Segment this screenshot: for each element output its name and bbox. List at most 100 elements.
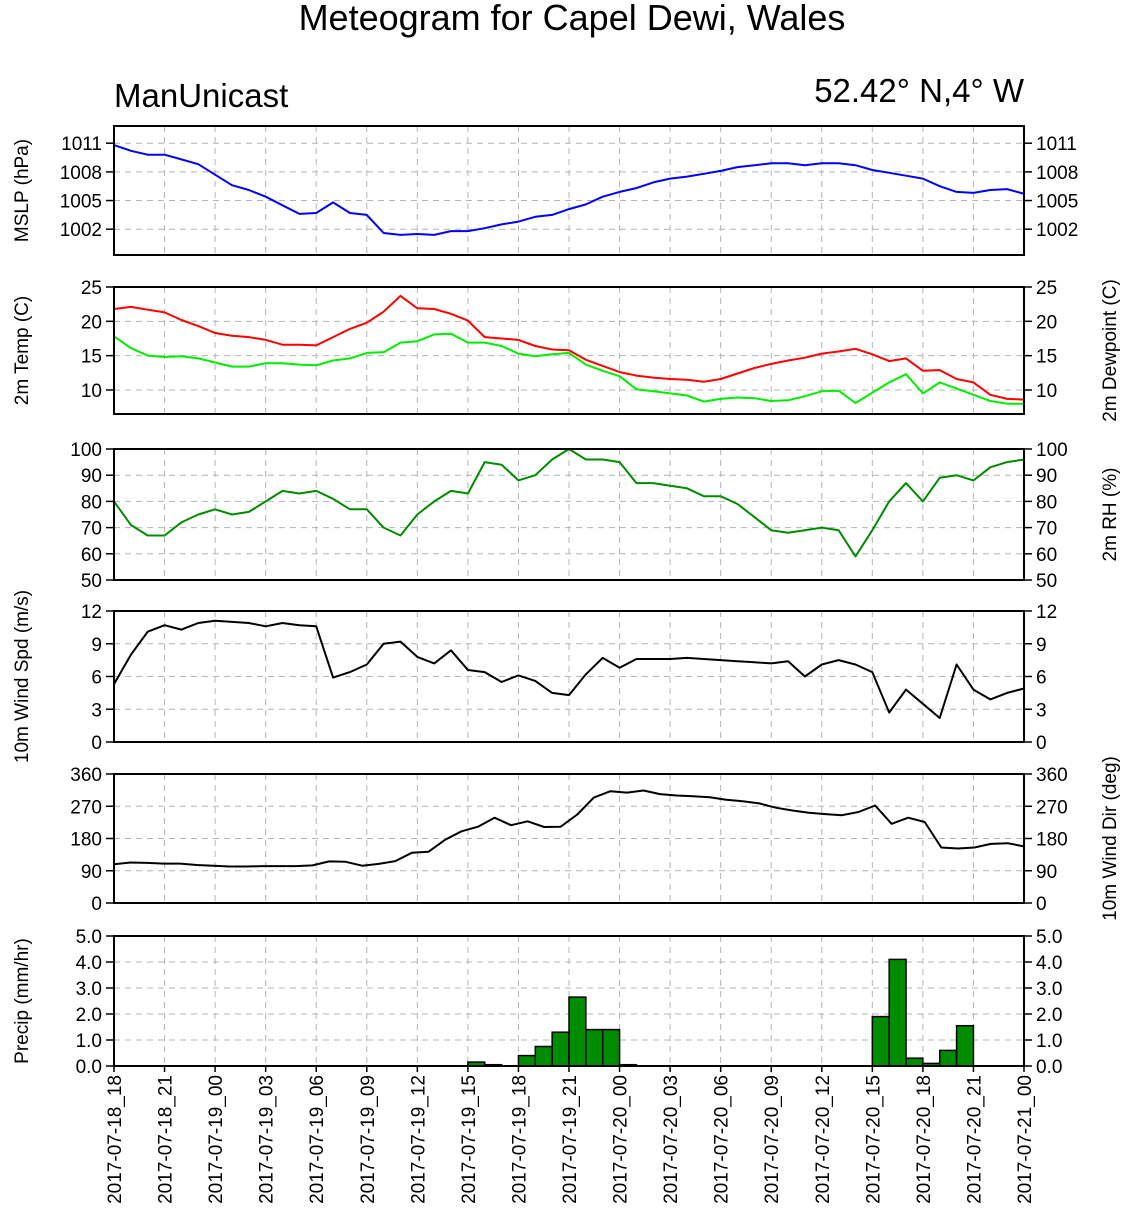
y-axis-title-left: MSLP (hPa) bbox=[12, 139, 33, 242]
precip-bar bbox=[905, 1057, 924, 1067]
y-tick-label: 1008 bbox=[1036, 163, 1078, 184]
panel-mslp: 1002 1002 1005 1005 1008 1008 1011 1011 MSLP (hP… bbox=[12, 125, 1078, 256]
y-tick-label: 3 bbox=[1036, 700, 1047, 721]
precip-bar bbox=[585, 1028, 604, 1067]
y-tick-label: 1005 bbox=[1036, 192, 1078, 213]
location-label: 52.42° N,4° W bbox=[814, 72, 1025, 109]
y-tick-label: 180 bbox=[70, 830, 102, 851]
y-tick-label: 5.0 bbox=[1036, 927, 1062, 948]
y-tick-label: 4.0 bbox=[76, 953, 102, 974]
y-tick-label: 70 bbox=[1036, 519, 1057, 540]
x-tick-label: 2017-07-19_21 bbox=[560, 1075, 581, 1204]
y-tick-label: 15 bbox=[1036, 347, 1057, 368]
panel-rh: 50 50 60 60 70 70 80 80 90 90 100 100 2m RH (%) bbox=[70, 440, 1121, 592]
x-tick-label: 2017-07-20_00 bbox=[611, 1075, 632, 1204]
y-axis-title-left: 10m Wind Spd (m/s) bbox=[12, 590, 33, 763]
y-tick-label: 9 bbox=[91, 635, 102, 656]
wspd-series-0-line bbox=[113, 619, 1025, 719]
x-tick-label: 2017-07-20_03 bbox=[661, 1075, 682, 1204]
precip-bar bbox=[871, 1015, 890, 1067]
y-tick-label: 180 bbox=[1036, 830, 1068, 851]
y-tick-label: 1008 bbox=[60, 163, 102, 184]
y-tick-label: 1011 bbox=[61, 134, 102, 155]
x-tick-label: 2017-07-19_00 bbox=[206, 1075, 227, 1204]
y-tick-label: 1011 bbox=[1036, 134, 1077, 155]
y-axis-title-right: 10m Wind Dir (deg) bbox=[1100, 756, 1121, 921]
y-tick-label: 10 bbox=[81, 381, 102, 402]
y-tick-label: 5.0 bbox=[76, 927, 102, 948]
precip-bar bbox=[888, 958, 907, 1067]
y-tick-label: 1.0 bbox=[76, 1031, 102, 1052]
panel-frame bbox=[113, 448, 1025, 581]
x-tick-label: 2017-07-20_15 bbox=[863, 1075, 884, 1204]
precip-bar bbox=[517, 1054, 537, 1067]
y-tick-label: 1005 bbox=[60, 192, 102, 213]
y-tick-label: 20 bbox=[1036, 312, 1057, 333]
panel-frame bbox=[113, 286, 1025, 415]
y-tick-label: 25 bbox=[81, 278, 102, 299]
y-tick-label: 70 bbox=[81, 519, 102, 540]
y-tick-label: 0 bbox=[91, 894, 102, 915]
y-tick-label: 9 bbox=[1036, 635, 1047, 656]
temp-series-0-line bbox=[113, 294, 1025, 401]
precip-bar bbox=[568, 996, 587, 1067]
x-tick-label: 2017-07-20_09 bbox=[762, 1075, 783, 1204]
y-tick-label: 90 bbox=[1036, 466, 1057, 487]
y-tick-label: 1002 bbox=[1036, 220, 1078, 241]
x-tick-label: 2017-07-19_12 bbox=[408, 1075, 429, 1204]
y-tick-label: 15 bbox=[81, 347, 102, 368]
x-tick-label: 2017-07-18_18 bbox=[105, 1075, 126, 1204]
x-tick-label: 2017-07-20_21 bbox=[964, 1075, 985, 1204]
y-tick-label: 90 bbox=[81, 466, 102, 487]
y-tick-label: 3.0 bbox=[76, 979, 102, 1000]
panel-temp: 10 10 15 15 20 20 25 25 2m Temp (C) 2m Dewpoint (… bbox=[12, 278, 1121, 422]
x-tick-label: 2017-07-21_00 bbox=[1015, 1075, 1036, 1204]
y-tick-label: 10 bbox=[1036, 381, 1057, 402]
precip-bar bbox=[955, 1024, 975, 1067]
mslp-series-0-line bbox=[113, 144, 1025, 236]
y-tick-label: 50 bbox=[81, 571, 102, 592]
x-tick-label: 2017-07-20_06 bbox=[712, 1075, 733, 1204]
y-tick-label: 270 bbox=[1036, 797, 1068, 818]
x-tick-label: 2017-07-19_09 bbox=[358, 1075, 379, 1204]
y-axis-title-right: 2m Dewpoint (C) bbox=[1100, 279, 1121, 422]
precip-bar bbox=[534, 1045, 553, 1067]
x-tick-label: 2017-07-19_15 bbox=[459, 1075, 480, 1204]
y-tick-label: 2.0 bbox=[1036, 1005, 1062, 1026]
y-tick-label: 60 bbox=[81, 545, 102, 566]
x-tick-label: 2017-07-20_18 bbox=[914, 1075, 935, 1204]
temp-series-1-line bbox=[113, 332, 1024, 405]
panel-wdir: 0 0 90 90 180 180 270 270 360 360 10m Wind Dir (de… bbox=[70, 756, 1121, 921]
y-tick-label: 100 bbox=[1036, 440, 1068, 461]
x-tick-label: 2017-07-20_12 bbox=[813, 1075, 834, 1204]
y-tick-label: 360 bbox=[1036, 765, 1068, 786]
y-tick-label: 100 bbox=[70, 440, 102, 461]
y-tick-label: 270 bbox=[70, 797, 102, 818]
y-axis-title-right: 2m RH (%) bbox=[1100, 468, 1121, 562]
panel-wspd: 0 0 3 3 6 6 9 9 12 12 10m Wind Spd (m/s) bbox=[12, 590, 1057, 763]
panel-precip: 0.0 0.0 1.0 1.0 2.0 2.0 3.0 3.0 4.0 4.0 5.0 5.0 Prec… bbox=[12, 927, 1062, 1078]
y-tick-label: 60 bbox=[1036, 545, 1057, 566]
x-tick-label: 2017-07-19_03 bbox=[257, 1075, 278, 1204]
precip-bar bbox=[601, 1028, 621, 1067]
precip-bar bbox=[551, 1031, 570, 1067]
y-tick-label: 4.0 bbox=[1036, 953, 1062, 974]
y-tick-label: 360 bbox=[70, 765, 102, 786]
wdir-series-0-line bbox=[113, 789, 1025, 868]
y-axis-title-left: 2m Temp (C) bbox=[12, 296, 33, 405]
chart-title: Meteogram for Capel Dewi, Wales bbox=[299, 0, 846, 38]
y-tick-label: 1002 bbox=[60, 220, 102, 241]
model-name: ManUnicast bbox=[114, 77, 288, 114]
y-tick-label: 2.0 bbox=[76, 1005, 102, 1026]
y-tick-label: 0 bbox=[1036, 894, 1047, 915]
x-tick-label: 2017-07-19_18 bbox=[509, 1075, 530, 1204]
y-tick-label: 25 bbox=[1036, 278, 1057, 299]
y-tick-label: 0.0 bbox=[76, 1057, 102, 1078]
x-tick-label: 2017-07-19_06 bbox=[307, 1075, 328, 1204]
y-tick-label: 12 bbox=[81, 602, 102, 623]
y-tick-label: 80 bbox=[1036, 492, 1057, 513]
y-tick-label: 20 bbox=[81, 312, 102, 333]
y-axis-title-left: Precip (mm/hr) bbox=[12, 938, 33, 1064]
y-tick-label: 90 bbox=[1036, 862, 1057, 883]
